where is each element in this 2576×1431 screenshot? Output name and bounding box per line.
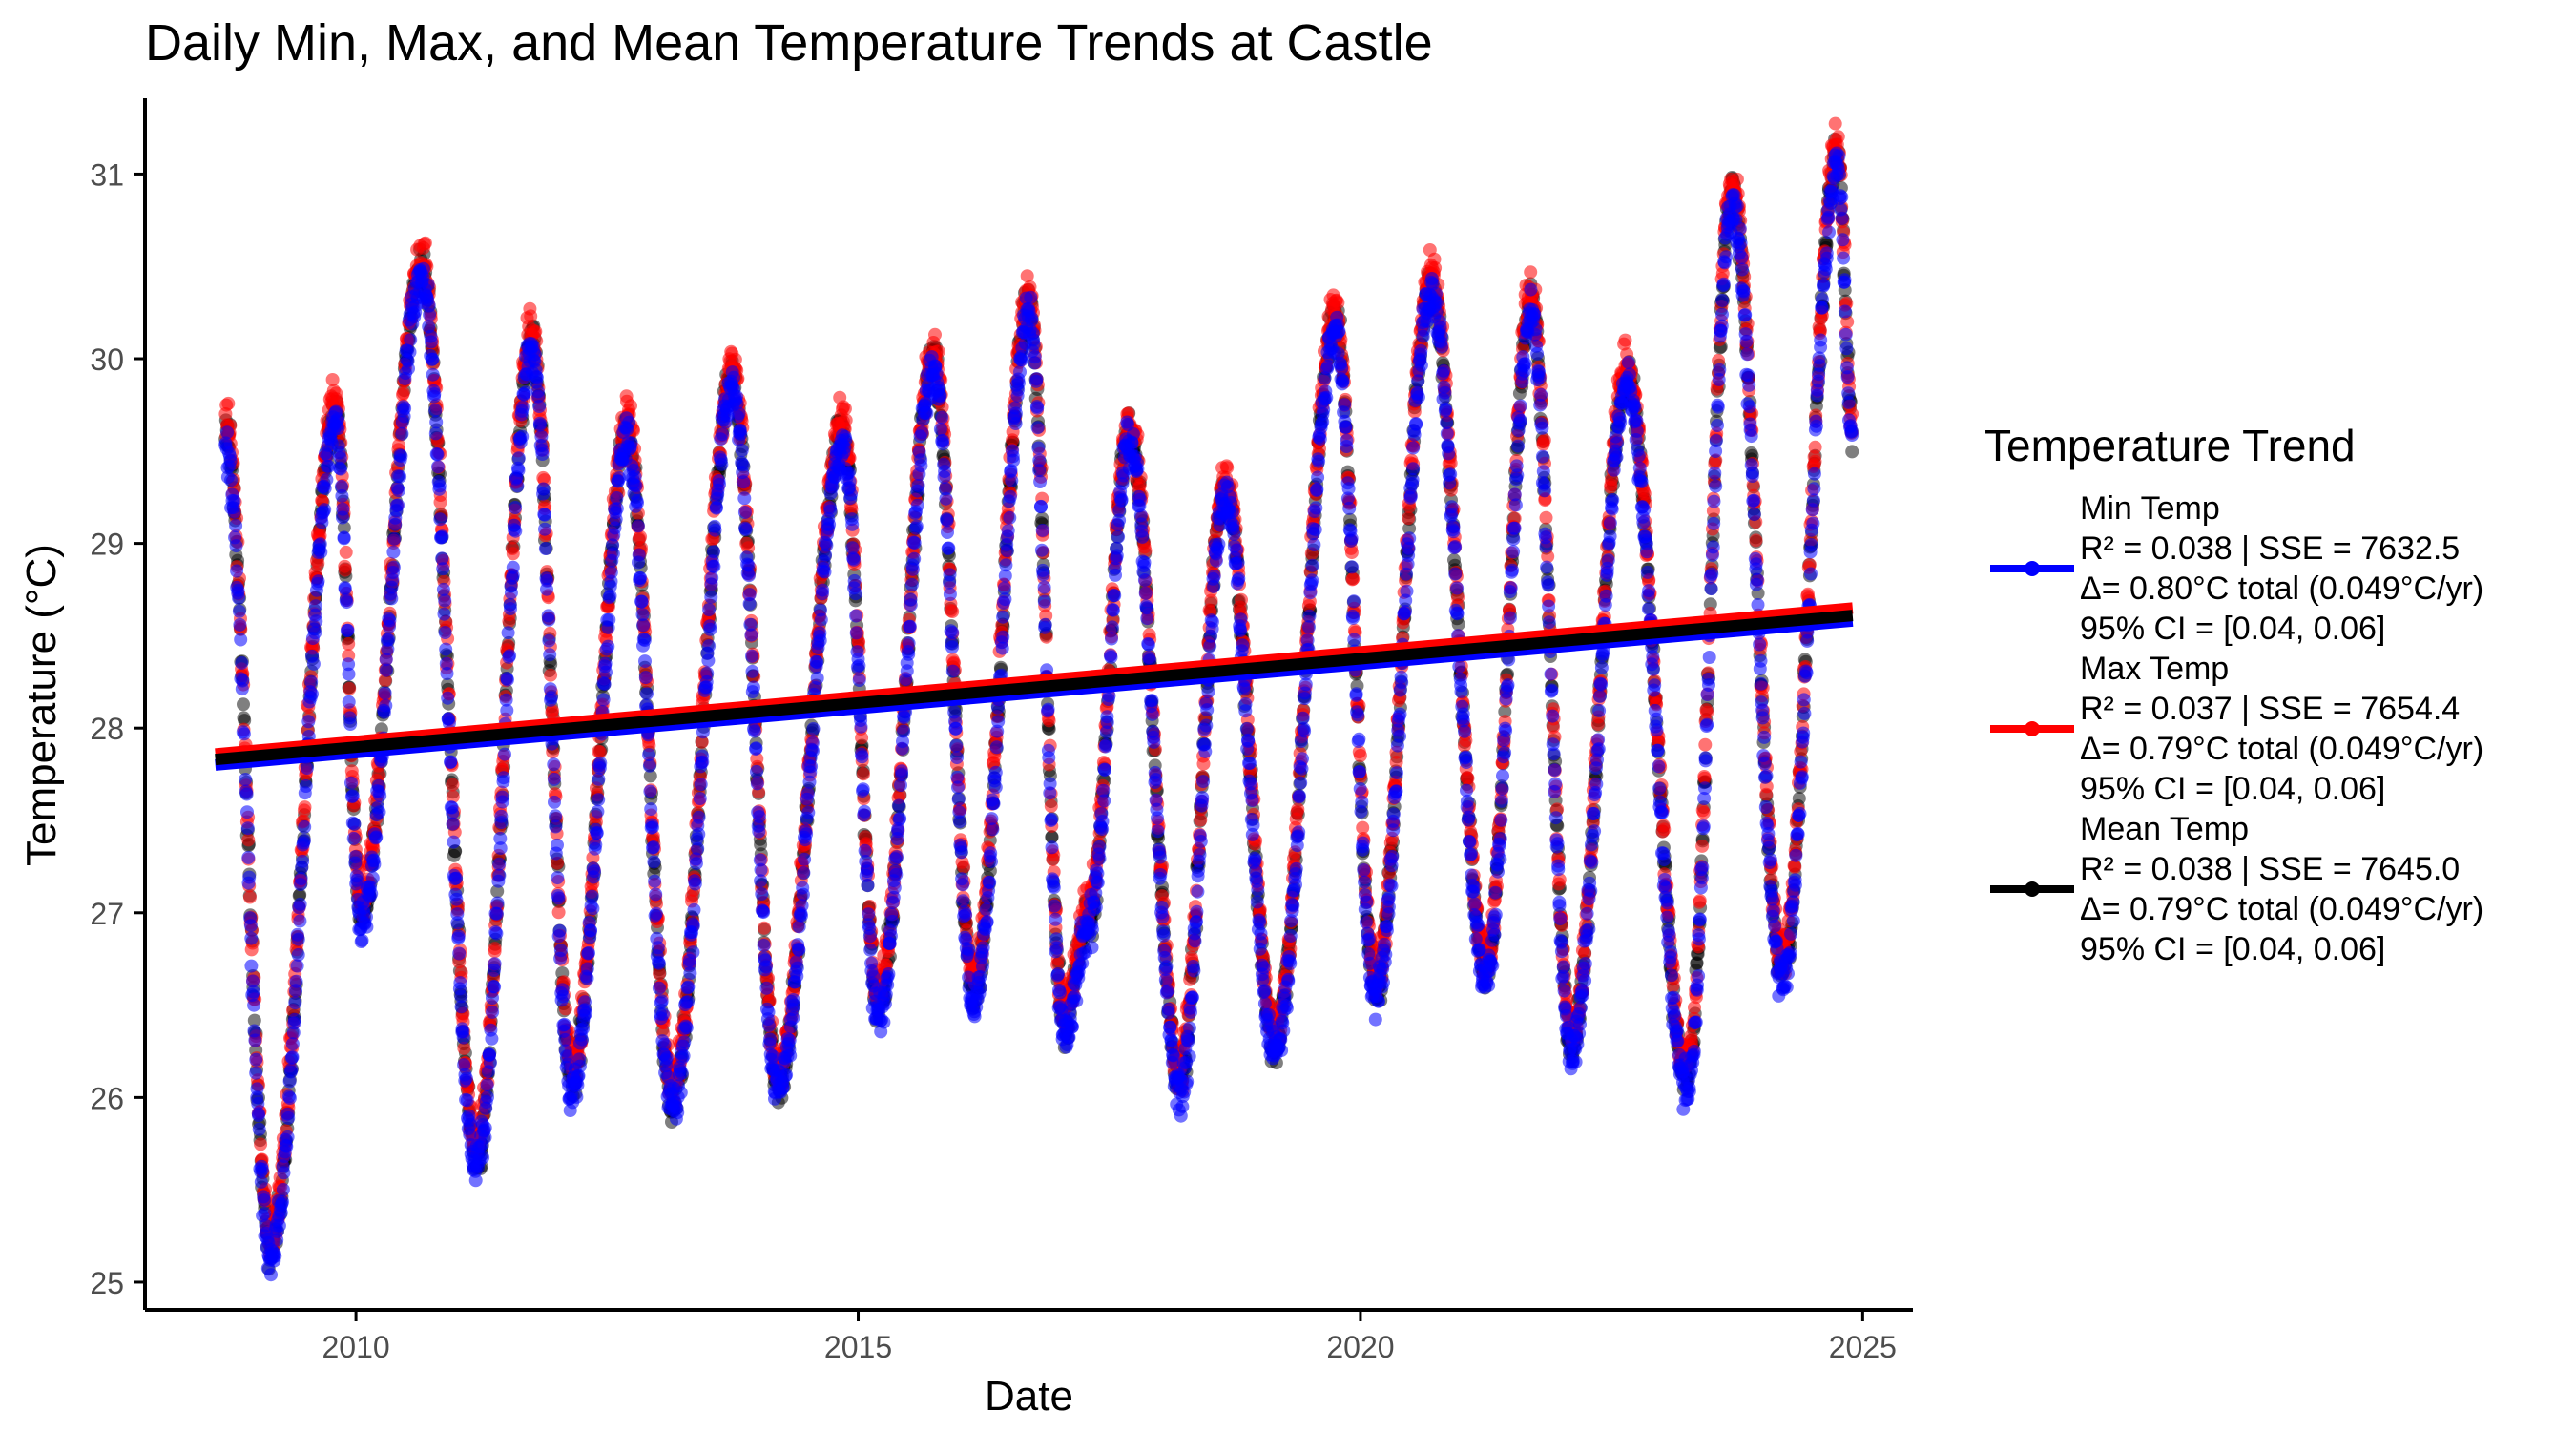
scatter-point-max bbox=[839, 413, 853, 427]
scatter-point-max bbox=[298, 800, 312, 815]
scatter-point-max bbox=[339, 545, 353, 559]
scatter-point-max bbox=[342, 636, 356, 651]
scatter-point-max bbox=[501, 638, 515, 653]
scatter-point-max bbox=[1356, 820, 1370, 835]
scatter-point-max bbox=[928, 327, 942, 342]
scatter-point-max bbox=[254, 1137, 268, 1151]
scatter-point-mean bbox=[247, 1013, 261, 1027]
scatter-point-max bbox=[893, 788, 907, 802]
scatter-point-mean bbox=[237, 697, 250, 712]
scatter-point-max bbox=[1020, 269, 1034, 283]
scatter-points-layer bbox=[218, 116, 1859, 1282]
scatter-point-max bbox=[338, 563, 352, 577]
scatter-point-max bbox=[457, 1041, 471, 1055]
scatter-point-max bbox=[325, 373, 340, 386]
scatter-point-mean bbox=[643, 769, 657, 783]
scatter-point-mean bbox=[1845, 445, 1859, 459]
chart-title: Daily Min, Max, and Mean Temperature Tre… bbox=[145, 14, 1433, 72]
scatter-point-max bbox=[653, 966, 667, 981]
scatter-point-max bbox=[957, 860, 971, 874]
scatter-point-max bbox=[844, 503, 859, 516]
scatter-point-mean bbox=[293, 887, 307, 902]
scatter-point-max bbox=[1194, 813, 1208, 827]
scatter-point-mean bbox=[544, 657, 558, 672]
scatter-point-max bbox=[343, 681, 357, 695]
scatter-point-max bbox=[1204, 593, 1218, 608]
scatter-point-max bbox=[311, 556, 325, 570]
scatter-point-max bbox=[1044, 799, 1058, 813]
scatter-point-max bbox=[378, 674, 392, 687]
scatter-point-max bbox=[454, 965, 468, 980]
scatter-point-mean bbox=[490, 884, 505, 899]
scatter-point-max bbox=[1344, 546, 1359, 560]
scatter-point-mean bbox=[1792, 792, 1806, 805]
scatter-point-mean bbox=[1703, 597, 1717, 612]
scatter-point-max bbox=[446, 790, 460, 804]
scatter-point-mean bbox=[1045, 830, 1059, 844]
scatter-point-mean bbox=[1402, 521, 1417, 535]
scatter-point-max bbox=[1313, 442, 1326, 456]
scatter-point-max bbox=[634, 529, 648, 544]
scatter-point-max bbox=[544, 668, 558, 682]
scatter-point-max bbox=[551, 856, 565, 870]
scatter-point-mean bbox=[337, 521, 351, 535]
scatter-point-max bbox=[838, 402, 852, 416]
scatter-point-max bbox=[650, 897, 663, 911]
scatter-point-mean bbox=[1451, 617, 1465, 632]
scatter-point-max bbox=[855, 731, 869, 745]
scatter-point-max bbox=[241, 833, 256, 847]
scatter-point-max bbox=[1220, 461, 1235, 475]
scatter-point-max bbox=[1291, 802, 1305, 817]
scatter-point-max bbox=[392, 438, 405, 452]
scatter-point-max bbox=[243, 890, 257, 904]
scatter-point-max bbox=[728, 352, 742, 366]
scatter-point-max bbox=[1346, 571, 1361, 586]
scatter-point-max bbox=[695, 735, 709, 749]
scatter-point-max bbox=[396, 385, 410, 400]
scatter-point-max bbox=[372, 768, 386, 782]
scatter-point-max bbox=[1235, 592, 1248, 607]
scatter-point-max bbox=[1196, 757, 1211, 771]
scatter-point-max bbox=[758, 921, 771, 935]
scatter-point-max bbox=[945, 605, 960, 618]
scatter-point-max bbox=[446, 778, 460, 792]
scatter-point-max bbox=[1138, 544, 1153, 558]
scatter-point-max bbox=[221, 396, 236, 410]
scatter-point-max bbox=[1353, 749, 1367, 762]
scatter-point-max bbox=[551, 905, 566, 920]
scatter-point-max bbox=[506, 547, 520, 561]
scatter-point-max bbox=[488, 942, 502, 956]
scatter-point-max bbox=[524, 309, 538, 323]
scatter-point-max bbox=[593, 745, 607, 759]
scatter-point-max bbox=[418, 236, 432, 250]
scatter-point-mean bbox=[1498, 704, 1512, 718]
scatter-point-max bbox=[857, 767, 870, 781]
scatter-point-max bbox=[624, 399, 637, 413]
scatter-point-max bbox=[1331, 296, 1345, 310]
